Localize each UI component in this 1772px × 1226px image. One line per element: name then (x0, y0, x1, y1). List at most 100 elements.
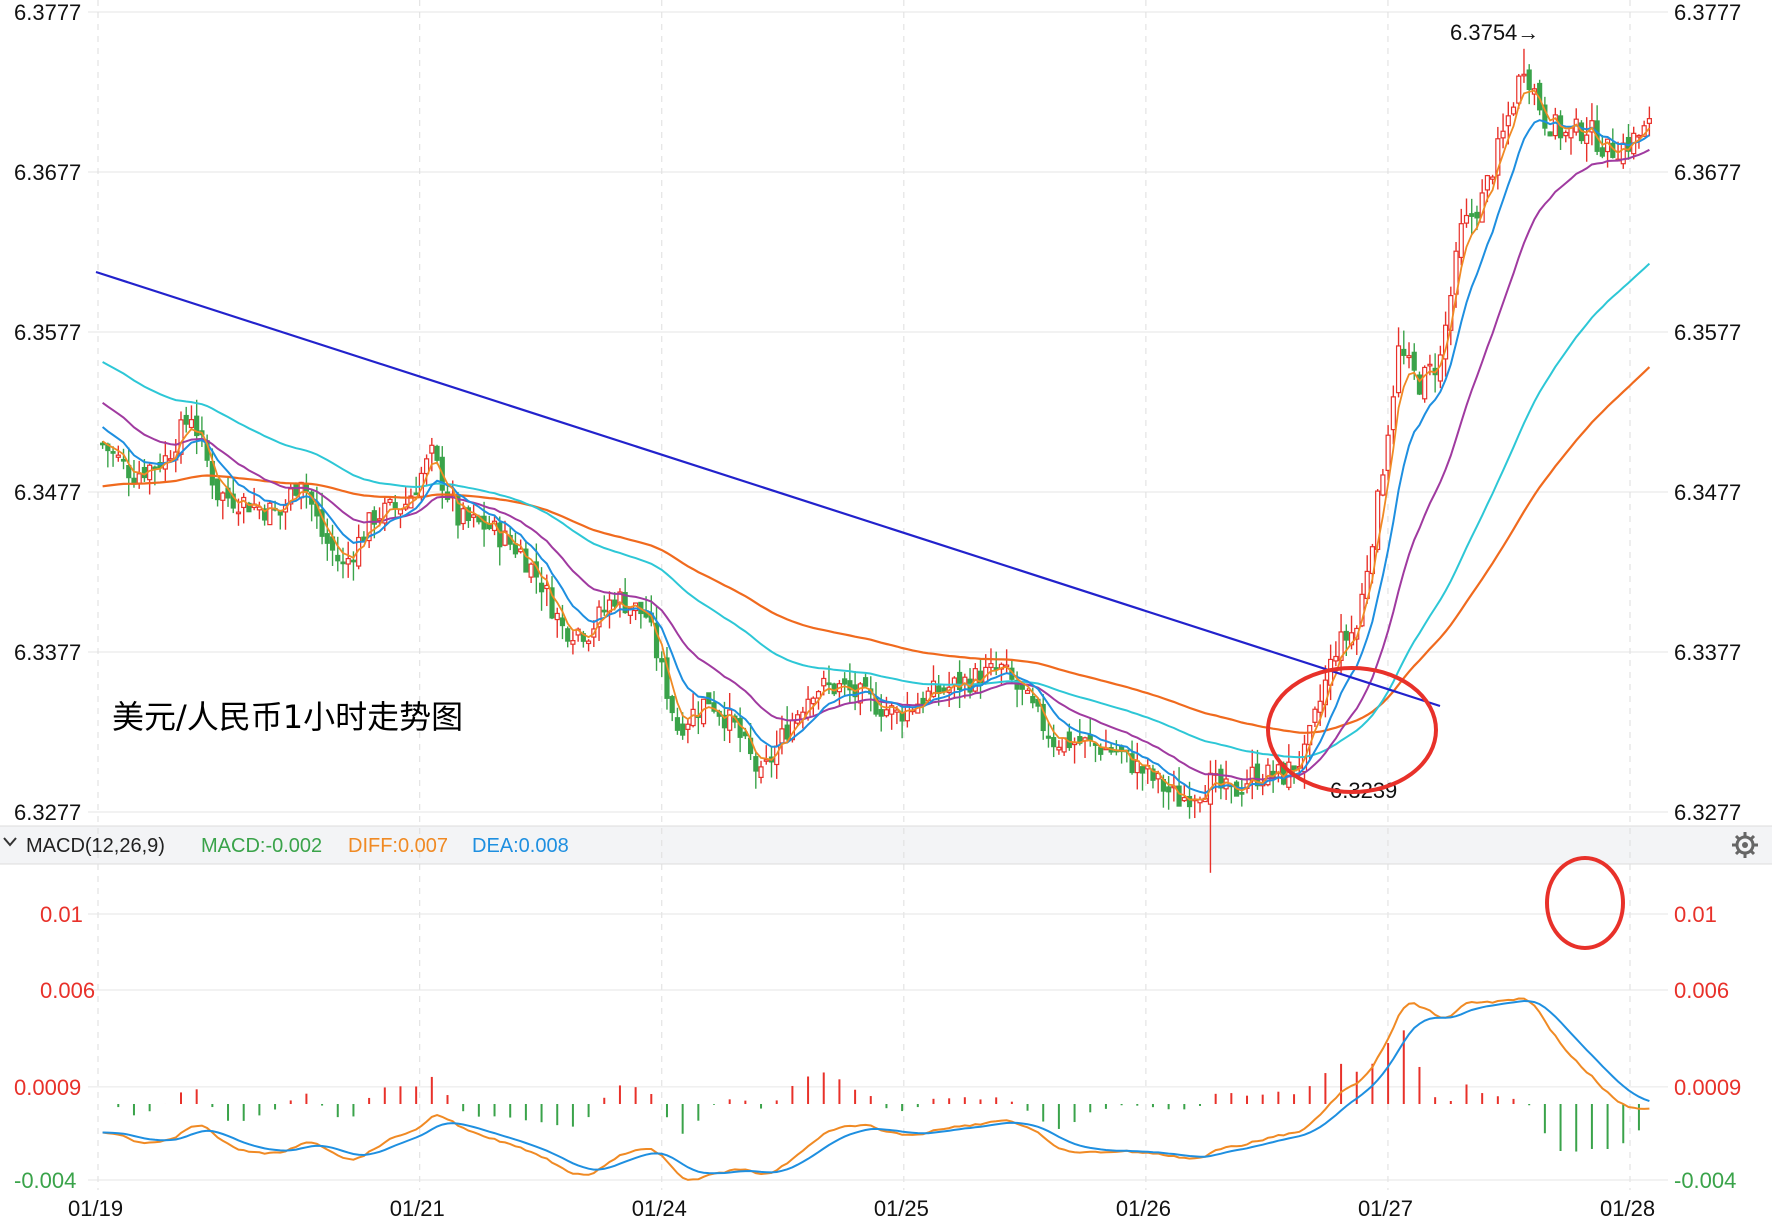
candle (669, 694, 675, 722)
candle (376, 507, 383, 527)
candle (1004, 649, 1010, 674)
candle (549, 576, 555, 620)
candle (915, 692, 921, 714)
candle (1176, 767, 1182, 807)
candle (612, 592, 618, 611)
candle (147, 462, 153, 495)
y-tick-label-right: 6.3277 (1674, 800, 1741, 825)
y-tick-label-right: 6.3477 (1674, 480, 1741, 505)
macd-header-bar (0, 826, 1772, 864)
candle (753, 750, 759, 789)
candle (1030, 687, 1036, 709)
candle (387, 497, 393, 506)
candle (1338, 614, 1344, 676)
candle (1390, 385, 1396, 445)
candle (246, 501, 252, 513)
macd-tick-label-right: -0.004 (1674, 1168, 1736, 1193)
dea-line (102, 999, 1650, 1175)
candle (1620, 133, 1626, 169)
y-tick-label-right: 6.3577 (1674, 320, 1741, 345)
candle (601, 595, 607, 616)
candle (1380, 468, 1386, 497)
candle (1045, 721, 1052, 748)
candle (1422, 365, 1428, 403)
candle (424, 454, 430, 486)
candle (1019, 682, 1025, 706)
x-tick-label: 01/24 (632, 1196, 687, 1221)
candle (256, 501, 262, 520)
candle (758, 760, 764, 784)
macd-tick-label-left: 0.01 (40, 902, 83, 927)
candle (1573, 108, 1579, 136)
candle (471, 504, 477, 528)
candle (638, 601, 644, 629)
candle (768, 746, 775, 778)
candle (586, 639, 592, 652)
candle (836, 679, 843, 707)
candle (1228, 784, 1234, 804)
candle (862, 672, 869, 688)
candle (1249, 749, 1255, 800)
candle (1521, 48, 1527, 83)
y-tick-label-right: 6.3777 (1674, 0, 1741, 25)
candle (460, 502, 466, 530)
candle (392, 494, 398, 518)
candle (110, 446, 116, 467)
candle (262, 504, 268, 526)
candle (1192, 794, 1198, 819)
y-tick-label-left: 6.3377 (14, 640, 81, 665)
candle (1385, 425, 1391, 481)
candle (188, 405, 195, 431)
candle (1646, 106, 1652, 137)
candle (653, 605, 660, 671)
candle (324, 518, 330, 561)
candle (680, 712, 686, 740)
candle (1490, 174, 1496, 185)
candle (1181, 784, 1187, 803)
macd-tick-label-right: 0.006 (1674, 978, 1729, 1003)
candle (727, 692, 733, 744)
candle (1061, 737, 1067, 756)
candle (685, 719, 691, 744)
high-label: 6.3754→ (1450, 20, 1539, 45)
candle (512, 532, 519, 558)
candle (1568, 126, 1574, 155)
candle (1542, 96, 1548, 136)
candle (1547, 131, 1553, 137)
x-tick-label: 01/26 (1116, 1196, 1171, 1221)
candle (1150, 764, 1156, 789)
candle (1563, 130, 1569, 143)
candle (554, 607, 560, 638)
candle (528, 562, 534, 583)
candle (857, 682, 863, 716)
candle (194, 399, 200, 455)
macd-tick-label-right: 0.01 (1674, 902, 1717, 927)
gear-icon[interactable] (1732, 832, 1758, 858)
candle (162, 441, 168, 482)
candle (659, 651, 665, 677)
macd-name: MACD(12,26,9) (26, 835, 165, 857)
candle (1218, 764, 1224, 800)
candle (345, 541, 351, 578)
candle (115, 445, 121, 462)
candle (1312, 706, 1318, 727)
candle (465, 505, 471, 528)
candle (183, 406, 189, 433)
candle (784, 706, 790, 742)
candle (1531, 83, 1538, 106)
candle (565, 626, 571, 648)
candle (356, 524, 362, 570)
candle (695, 701, 701, 735)
candle (298, 481, 304, 510)
chevron-down-icon[interactable] (3, 837, 17, 847)
candle (1526, 64, 1532, 105)
candle (1139, 764, 1146, 791)
y-tick-label-left: 6.3477 (14, 480, 81, 505)
x-tick-label: 01/28 (1600, 1196, 1655, 1221)
candle (1625, 124, 1632, 160)
low-highlight-circle (1266, 666, 1438, 794)
dea-value: DEA:0.008 (472, 835, 569, 857)
candle (120, 448, 127, 470)
candle (1610, 128, 1616, 159)
downtrend-line (95, 270, 1441, 708)
